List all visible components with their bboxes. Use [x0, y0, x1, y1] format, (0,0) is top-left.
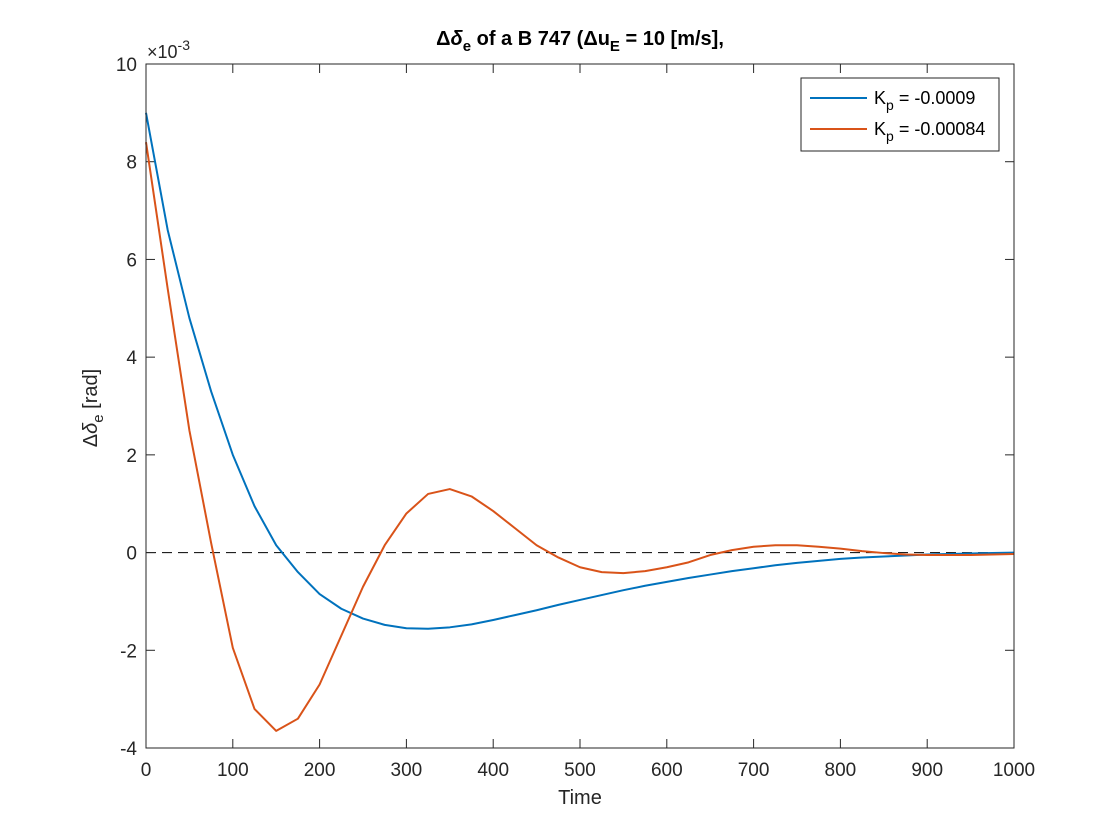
- x-tick-label: 500: [564, 760, 596, 781]
- x-tick-label: 1000: [993, 760, 1035, 781]
- y-axis-label: Δδe [rad]: [80, 369, 107, 447]
- legend-entry-series-2: Kp = -0.00084: [874, 119, 985, 144]
- y-label-symbol: δ: [80, 422, 102, 434]
- title-u-symbol: u: [598, 28, 610, 50]
- y-tick-label: 4: [126, 348, 137, 369]
- y-exponent-base: ×10: [147, 42, 178, 62]
- y-tick-label: -2: [120, 641, 137, 662]
- y-tick-label: 2: [126, 446, 137, 467]
- x-tick-label: 700: [738, 760, 770, 781]
- axis-ticks: 0 100 200 300 400 500 600 700 800 900 1000 -4 -2 0 2 4 6…: [116, 55, 1035, 781]
- title-u-delta: Δ: [583, 28, 597, 50]
- x-tick-label: 400: [477, 760, 509, 781]
- x-tick-label: 800: [825, 760, 857, 781]
- title-delta-subscript: e: [463, 38, 471, 55]
- legend-entry-series-1: Kp = -0.0009: [874, 88, 975, 113]
- legend-2-sub: p: [886, 128, 894, 144]
- x-tick-label: 200: [304, 760, 336, 781]
- series-line-2: [145, 142, 1015, 732]
- x-axis-label: Time: [558, 787, 602, 809]
- y-label-delta: Δ: [80, 434, 102, 447]
- series-lines: [145, 112, 1015, 732]
- y-tick-label: 0: [126, 544, 137, 565]
- y-tick-label: 10: [116, 55, 137, 76]
- title-end: = 10 [m/s],: [620, 28, 724, 50]
- x-tick-label: 600: [651, 760, 683, 781]
- legend-2-value: = -0.00084: [894, 119, 986, 139]
- y-label-unit: [rad]: [80, 369, 102, 415]
- title-delta: Δ: [436, 28, 450, 50]
- legend-1-k: K: [874, 88, 886, 108]
- x-tick-label: 900: [911, 760, 943, 781]
- x-tick-label: 100: [217, 760, 249, 781]
- y-tick-label: -4: [120, 739, 137, 760]
- legend-1-value: = -0.0009: [894, 88, 976, 108]
- y-tick-label: 8: [126, 153, 137, 174]
- title-middle: of a B 747 (: [471, 28, 584, 50]
- axes-box: [145, 63, 1015, 749]
- x-tick-label: 0: [141, 760, 152, 781]
- legend: Kp = -0.0009 Kp = -0.00084: [800, 77, 1000, 152]
- title-u-subscript: E: [610, 38, 620, 55]
- legend-1-sub: p: [886, 97, 894, 113]
- y-tick-label: 6: [126, 250, 137, 271]
- chart-title: Δδe of a B 747 (ΔuE = 10 [m/s],: [436, 28, 724, 55]
- series-line-1: [145, 112, 1015, 630]
- y-exponent-label: ×10-3: [147, 37, 190, 62]
- y-label-subscript: e: [90, 414, 107, 422]
- x-tick-label: 300: [391, 760, 423, 781]
- title-delta-symbol: δ: [451, 28, 464, 50]
- legend-box: [800, 77, 1000, 152]
- legend-2-k: K: [874, 119, 886, 139]
- y-exponent-power: -3: [178, 37, 191, 53]
